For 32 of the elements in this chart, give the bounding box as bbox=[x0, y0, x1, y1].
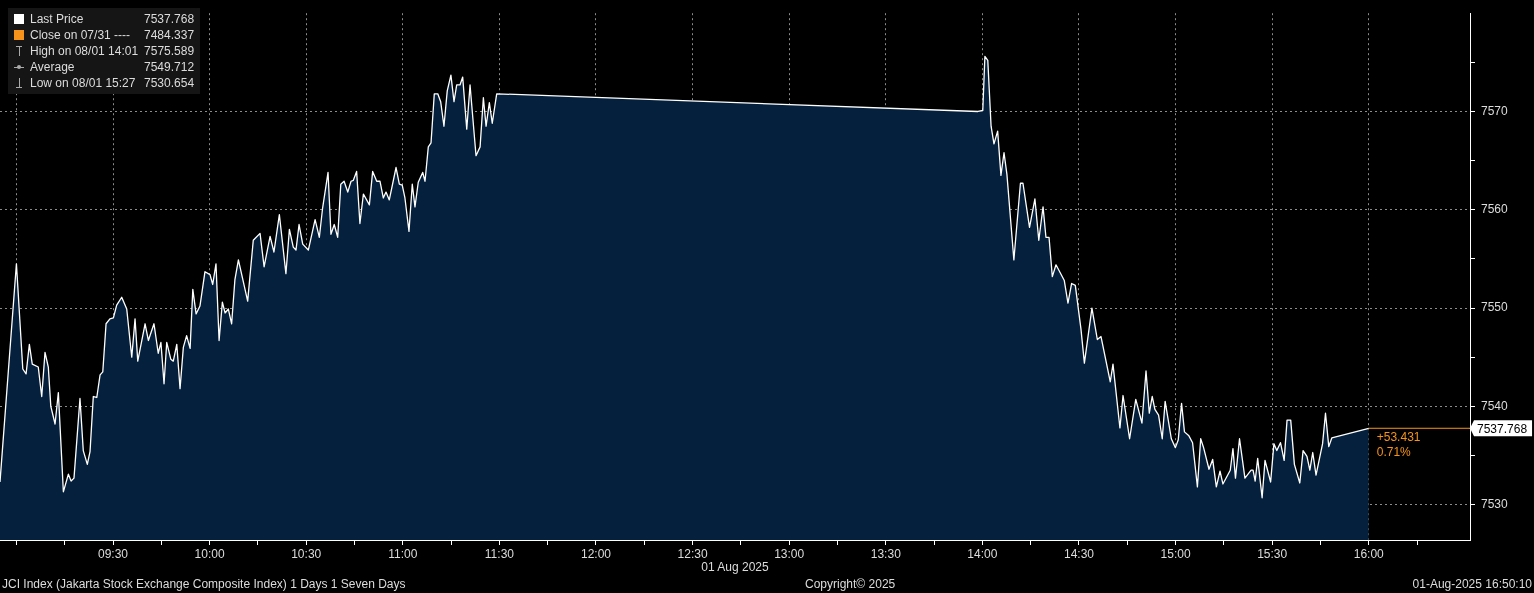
y-tick-label: 7540 bbox=[1481, 398, 1509, 413]
annotation: 0.71% bbox=[1376, 444, 1412, 459]
annotation: High on 08/01 14:01 7575.589 bbox=[30, 43, 195, 59]
text: JCI Index (Jakarta Stock Exchange Composite Index) 1 Days 1 Seven Days bbox=[2, 577, 406, 591]
x-tick-label: 12:00 bbox=[580, 546, 612, 561]
annotation: +53.431 bbox=[1376, 429, 1421, 444]
x-tick-label: 13:30 bbox=[870, 546, 902, 561]
x-tick-label: 12:30 bbox=[677, 546, 708, 561]
text: Average 7549.712 bbox=[30, 60, 195, 74]
x-tick-label: 15:30 bbox=[1257, 546, 1288, 561]
x-tick-label: 11:00 bbox=[388, 546, 418, 561]
x-axis-title: 01 Aug 2025 bbox=[701, 560, 770, 575]
x-tick-label: 14:30 bbox=[1063, 546, 1095, 561]
x-tick-label: 14:00 bbox=[967, 546, 998, 561]
x-tick-label: 09:30 bbox=[98, 546, 129, 561]
y-tick-label: 7560 bbox=[1481, 202, 1509, 217]
y-tick-label: 7530 bbox=[1481, 496, 1509, 511]
legend-label: Last Price bbox=[30, 11, 85, 27]
y-tick-label: 7570 bbox=[1481, 103, 1509, 118]
x-tick-label: 10:30 bbox=[291, 546, 322, 561]
ref-line-label: 7537.768 bbox=[1477, 421, 1528, 436]
x-tick-label: 11:30 bbox=[484, 546, 515, 561]
x-tick-label: 16:00 bbox=[1353, 546, 1385, 561]
annotation: Low on 08/01 15:27 7530.654 bbox=[30, 75, 195, 91]
annotation: Close on 07/31 ---- 7484.337 bbox=[30, 27, 195, 43]
text: 7537.768 bbox=[144, 12, 195, 26]
text: 01-Aug-2025 16:50:10 bbox=[1412, 577, 1532, 591]
x-tick-label: 13:00 bbox=[774, 546, 805, 561]
text: Copyright© 2025 bbox=[805, 577, 896, 591]
y-tick-label: 7550 bbox=[1481, 300, 1509, 315]
x-tick-label: 15:00 bbox=[1160, 546, 1191, 561]
x-tick-label: 10:00 bbox=[194, 546, 225, 561]
